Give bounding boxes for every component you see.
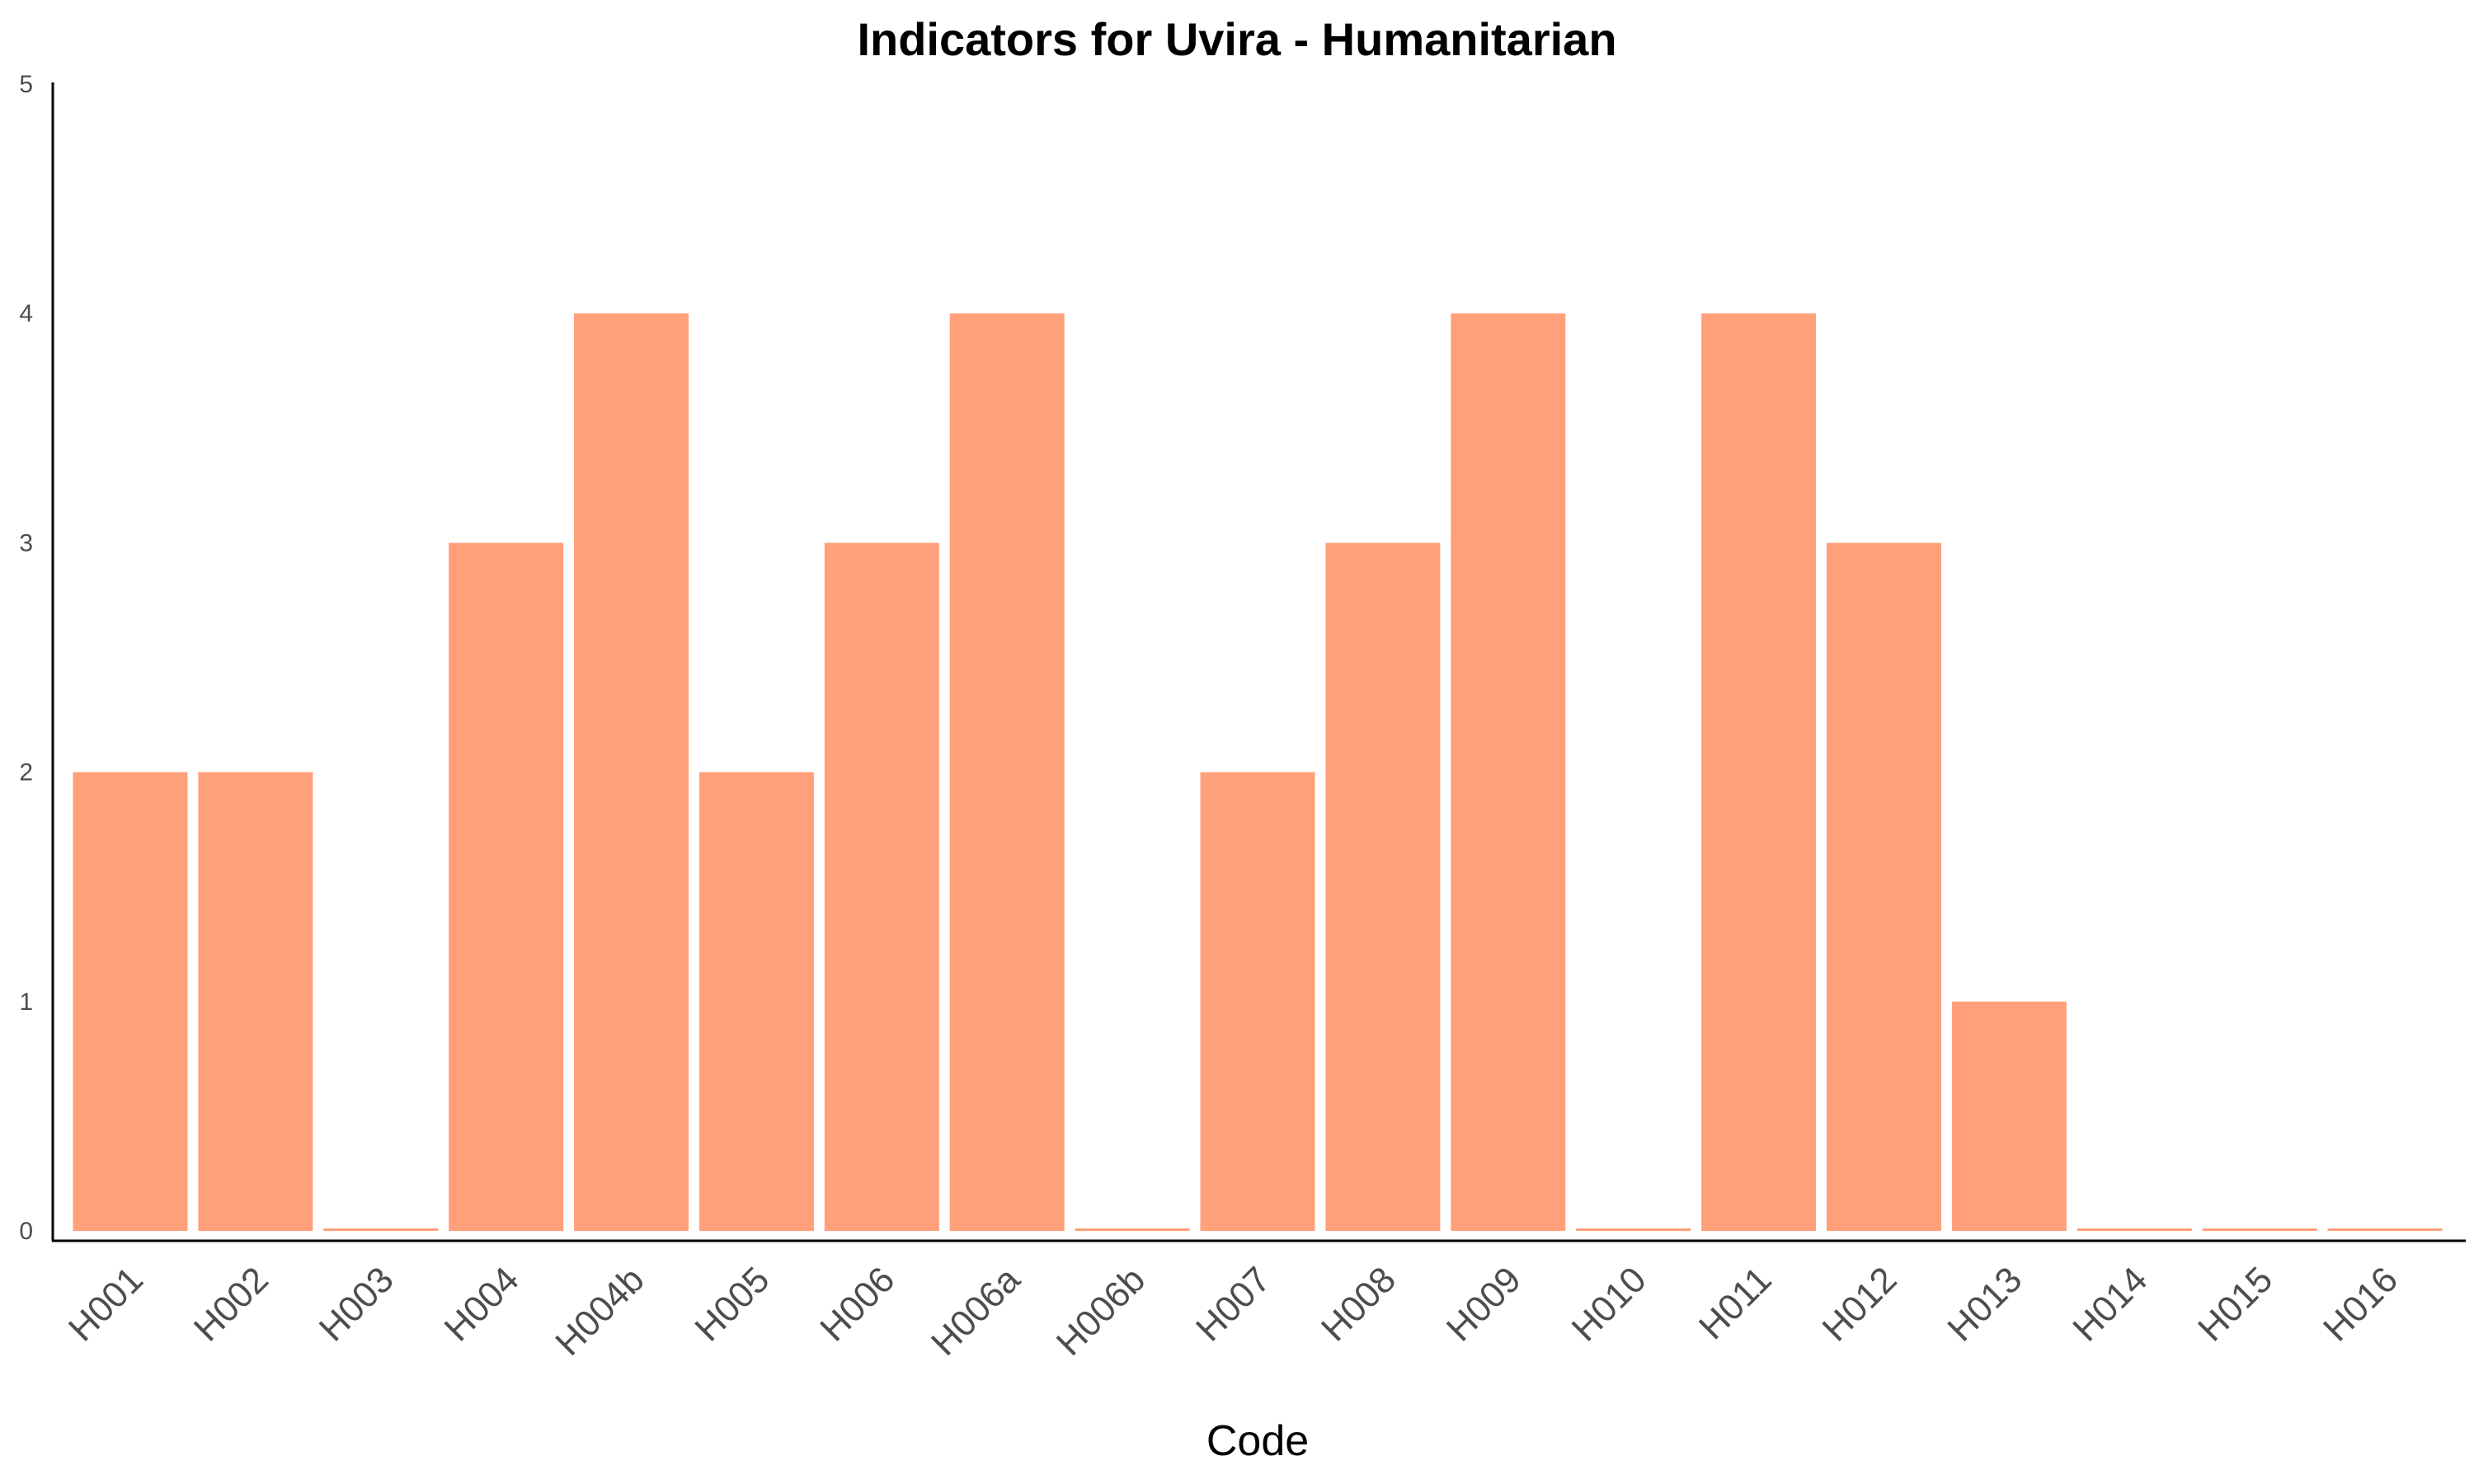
x-tick-label: H004b bbox=[548, 1259, 651, 1363]
bar-H007 bbox=[1200, 772, 1315, 1231]
bar-H013 bbox=[1951, 1001, 2067, 1231]
y-tick-label: 4 bbox=[19, 300, 33, 327]
bar-H006b bbox=[1075, 1228, 1190, 1231]
x-tick-label: H011 bbox=[1691, 1259, 1780, 1347]
bar-H004 bbox=[449, 542, 564, 1231]
x-tick-label: H012 bbox=[1815, 1259, 1905, 1349]
x-tick-label: H005 bbox=[687, 1259, 777, 1349]
y-tick-label: 2 bbox=[19, 759, 33, 787]
x-tick-label: H002 bbox=[186, 1259, 276, 1349]
axes-group bbox=[51, 82, 2466, 1242]
bar-H006a bbox=[949, 313, 1065, 1232]
bar-H010 bbox=[1576, 1228, 1691, 1231]
bar-H009 bbox=[1451, 313, 1566, 1232]
bar-H015 bbox=[2202, 1228, 2317, 1231]
bar-H011 bbox=[1701, 313, 1817, 1232]
x-tick-label: H006a bbox=[924, 1259, 1028, 1364]
x-tick-label: H008 bbox=[1314, 1259, 1404, 1349]
bar-H012 bbox=[1826, 542, 1941, 1231]
x-tick-label: H013 bbox=[1940, 1259, 2030, 1349]
y-tick-label: 0 bbox=[19, 1218, 33, 1245]
x-tick-label: H007 bbox=[1188, 1259, 1278, 1349]
x-tick-label: H006 bbox=[812, 1259, 902, 1349]
bar-H005 bbox=[698, 772, 814, 1231]
x-tick-label: H009 bbox=[1439, 1259, 1529, 1349]
x-tick-label: H003 bbox=[312, 1259, 402, 1349]
y-tick-label: 1 bbox=[19, 989, 33, 1016]
bar-H016 bbox=[2327, 1228, 2443, 1231]
bar-H008 bbox=[1325, 542, 1441, 1231]
x-tick-label: H001 bbox=[61, 1259, 151, 1349]
chart-title: Indicators for Uvira - Humanitarian bbox=[857, 13, 1617, 65]
bar-H002 bbox=[198, 772, 313, 1231]
x-axis-title: Code bbox=[1206, 1417, 1309, 1465]
bars-group bbox=[73, 313, 2443, 1232]
x-tick-label: H015 bbox=[2190, 1259, 2280, 1349]
bar-H006 bbox=[824, 542, 939, 1231]
x-tick-label: H004 bbox=[437, 1259, 527, 1349]
x-tick-label: H010 bbox=[1564, 1259, 1654, 1349]
bar-H001 bbox=[73, 772, 188, 1231]
y-ticks-group: 0 1 2 3 4 5 bbox=[19, 71, 33, 1245]
bar-H003 bbox=[323, 1228, 439, 1231]
y-tick-label: 5 bbox=[19, 71, 33, 98]
x-ticks-group: H001 H002 H003 H004 H004b H005 H006 H006a H006b H… bbox=[61, 1259, 2406, 1364]
bar-H004b bbox=[574, 313, 689, 1232]
x-tick-label: H014 bbox=[2065, 1259, 2155, 1349]
y-tick-label: 3 bbox=[19, 529, 33, 556]
x-tick-label: H006b bbox=[1049, 1259, 1153, 1363]
x-tick-label: H016 bbox=[2316, 1259, 2406, 1349]
bar-H014 bbox=[2077, 1228, 2192, 1231]
